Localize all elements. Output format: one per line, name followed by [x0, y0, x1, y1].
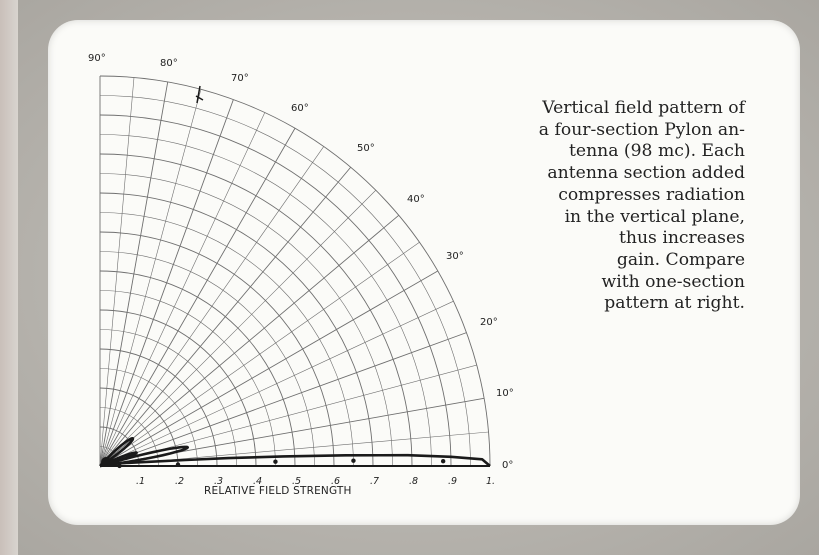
angle-label: 30° — [446, 251, 464, 262]
grid-radial — [99, 89, 202, 467]
pattern-point — [117, 463, 122, 469]
pattern-point — [175, 462, 181, 467]
angle-label: 40° — [407, 194, 425, 205]
angle-label: 50° — [357, 143, 375, 154]
caption-line: a four-section Pylon an- — [538, 119, 745, 140]
angle-label: 90° — [88, 53, 106, 64]
grid-radial — [99, 77, 135, 467]
grid-radial — [99, 99, 234, 467]
grid-radial — [99, 146, 324, 467]
page-edge — [0, 0, 18, 555]
polar-grid — [99, 75, 491, 467]
figure-caption: Vertical field pattern of a four-section… — [445, 98, 745, 315]
radial-tick-label: .6 — [331, 476, 340, 487]
pattern-point — [440, 459, 446, 464]
chart-labels: 90° 80° 70° 60° 50° 40° 30° 20° 10° 0° .1 .2 .3 .4 .5.… — [88, 53, 514, 487]
grid-radial — [99, 300, 454, 467]
angle-label: 70° — [231, 73, 249, 84]
angle-marker — [195, 85, 204, 104]
grid-radial — [99, 242, 420, 467]
caption-line: Vertical field pattern of — [542, 98, 745, 118]
caption-line: tenna (98 mc). Each — [568, 141, 745, 162]
angle-label: 0° — [502, 460, 513, 471]
origin-blob — [101, 457, 111, 467]
caption-line: with one-section — [601, 271, 745, 292]
side-lobe — [99, 437, 135, 468]
grid-radial — [99, 81, 169, 467]
grid-radial — [99, 270, 438, 467]
grid-radial — [99, 128, 296, 467]
side-lobe — [99, 451, 138, 468]
radial-tick-label: .4 — [253, 476, 262, 487]
caption-line: in the vertical plane, — [564, 206, 745, 227]
radial-tick-label: .8 — [409, 476, 418, 487]
radial-tick-label: .5 — [292, 476, 301, 487]
x-axis-title: RELATIVE FIELD STRENGTH — [204, 485, 352, 497]
field-pattern — [99, 85, 491, 469]
grid-radial — [99, 112, 266, 467]
grid-radial — [99, 214, 400, 467]
grid-radial — [99, 190, 376, 467]
radial-tick-label: .3 — [214, 476, 223, 487]
grid-radial — [99, 332, 467, 467]
grid-radial — [99, 166, 352, 467]
angle-label: 60° — [291, 103, 309, 114]
caption-line: antenna section added — [547, 163, 745, 184]
caption-line: thus increases — [619, 228, 745, 249]
radial-tick-label: 1. — [486, 476, 495, 487]
pattern-point — [351, 458, 356, 463]
radial-tick-label: .2 — [175, 476, 184, 487]
figure-card — [48, 20, 800, 525]
side-lobe — [99, 445, 189, 468]
caption-line: gain. Compare — [616, 249, 745, 270]
radial-tick-label: .1 — [136, 476, 145, 487]
angle-label: 10° — [496, 388, 514, 399]
caption-line: pattern at right. — [604, 293, 745, 314]
caption-line: compresses radiation — [558, 184, 745, 205]
radial-tick-label: .7 — [370, 476, 379, 487]
pattern-point — [273, 459, 278, 464]
angle-label: 80° — [160, 58, 178, 69]
angle-label: 20° — [480, 317, 498, 328]
radial-tick-label: .9 — [448, 476, 457, 487]
